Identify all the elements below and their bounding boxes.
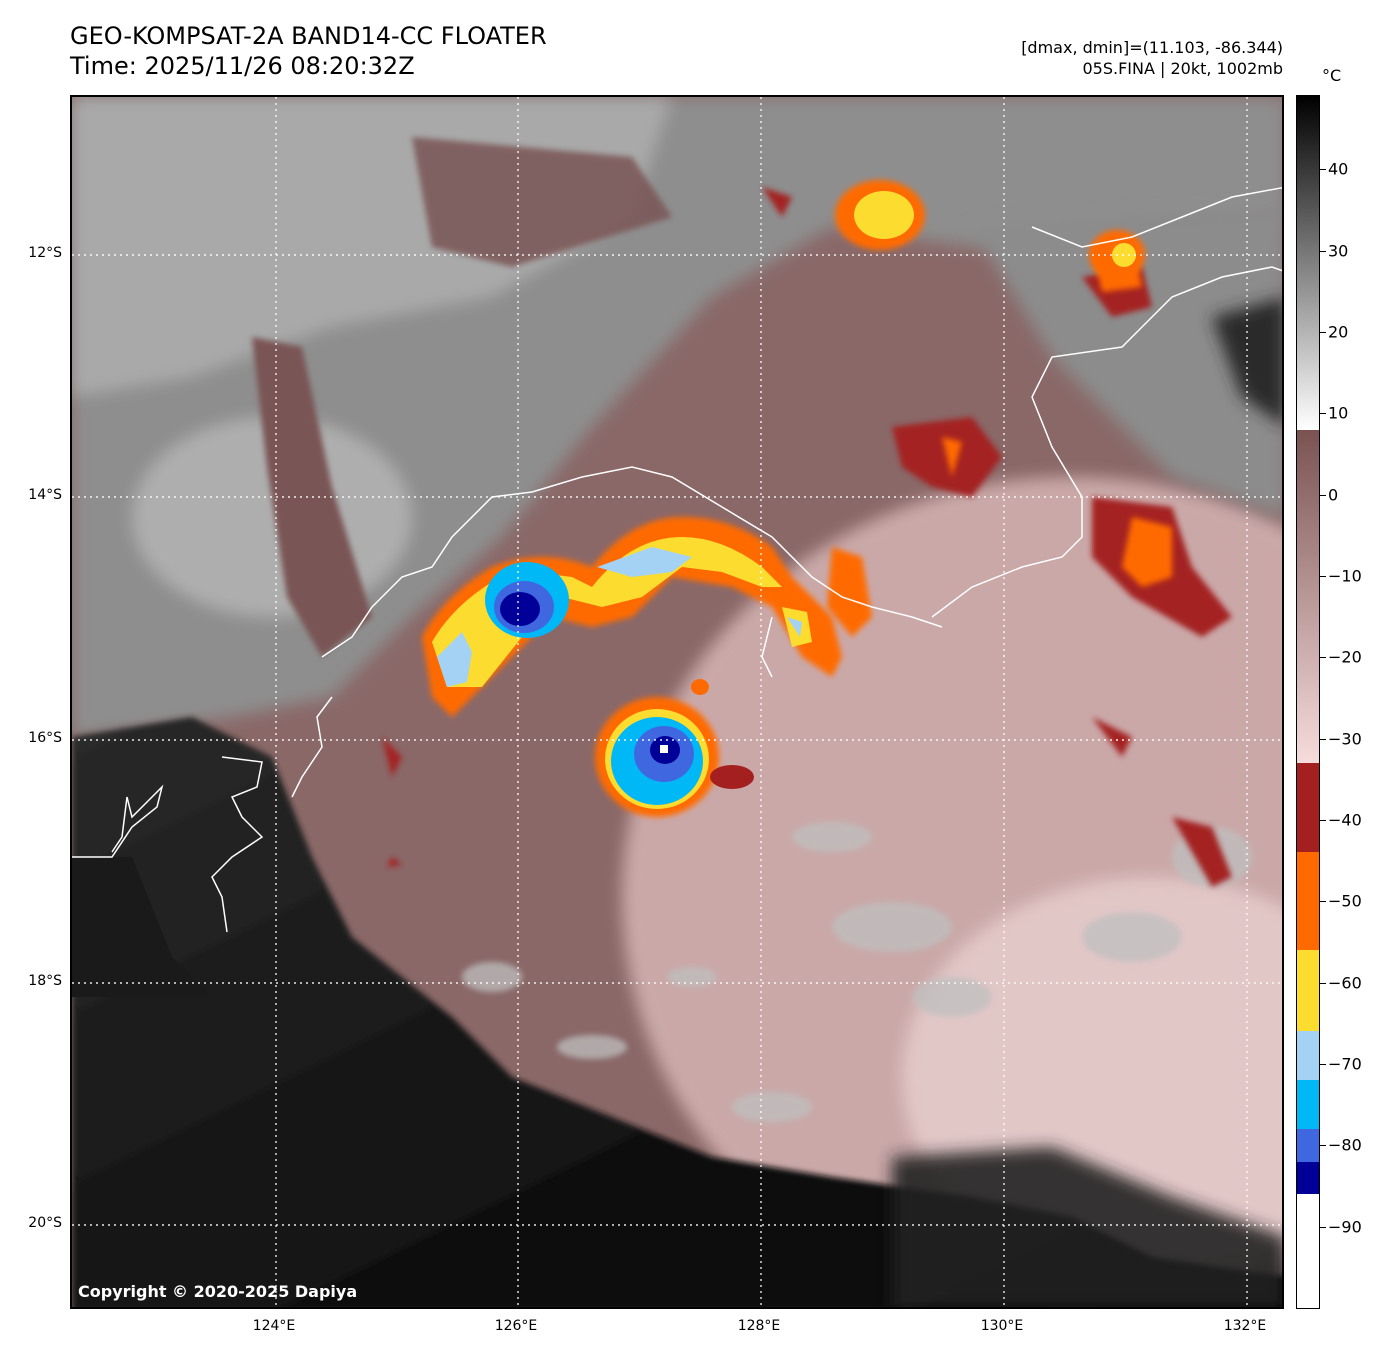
colorbar-tick-label: 40 (1328, 159, 1349, 179)
colorbar-tick (1320, 657, 1326, 659)
colorbar-tick-label: −70 (1328, 1054, 1362, 1074)
lon-label: 128°E (737, 1318, 781, 1334)
lat-label: 12°S (28, 245, 62, 261)
title-line-2: Time: 2025/11/26 08:20:32Z (70, 52, 415, 80)
colorbar-tick-label: −50 (1328, 891, 1362, 911)
colorbar-tick (1320, 413, 1326, 415)
lat-label: 16°S (28, 730, 62, 746)
satellite-imagery (72, 97, 1282, 1307)
colorbar-tick-label: −60 (1328, 973, 1362, 993)
satellite-map: Copyright © 2020-2025 Dapiya (70, 95, 1284, 1309)
colorbar (1296, 95, 1320, 1309)
colorbar-tick-label: −20 (1328, 647, 1362, 667)
lat-label: 14°S (28, 487, 62, 503)
colorbar-tick (1320, 494, 1326, 496)
colorbar-tick (1320, 169, 1326, 171)
colorbar-tick-label: −80 (1328, 1135, 1362, 1155)
colorbar-tick-label: 0 (1328, 485, 1339, 505)
colorbar-tick-label: 20 (1328, 322, 1349, 342)
colorbar-tick-label: −90 (1328, 1217, 1362, 1237)
colorbar-tick-label: −30 (1328, 729, 1362, 749)
lon-label: 124°E (252, 1318, 296, 1334)
colorbar-tick (1320, 1226, 1326, 1228)
lat-label: 18°S (28, 973, 62, 989)
colorbar-tick-label: −40 (1328, 810, 1362, 830)
storm-info-text: 05S.FINA | 20kt, 1002mb (1082, 59, 1283, 78)
lon-label: 132°E (1223, 1318, 1267, 1334)
colorbar-tick (1320, 901, 1326, 903)
title-line-1: GEO-KOMPSAT-2A BAND14-CC FLOATER (70, 22, 547, 50)
colorbar-band (1297, 429, 1319, 763)
colorbar-tick (1320, 982, 1326, 984)
colorbar-tick-label: 30 (1328, 241, 1349, 261)
colorbar-band (1297, 763, 1319, 853)
colorbar-band (1297, 950, 1319, 1032)
colorbar-band (1297, 1080, 1319, 1130)
colorbar-band (1297, 1161, 1319, 1195)
colorbar-band (1297, 852, 1319, 951)
colorbar-tick (1320, 1063, 1326, 1065)
colorbar-tick-label: −10 (1328, 566, 1362, 586)
lat-label: 20°S (28, 1215, 62, 1231)
colorbar-band (1297, 1129, 1319, 1162)
colorbar-tick (1320, 738, 1326, 740)
colorbar-tick (1320, 1145, 1326, 1147)
colorbar-tick (1320, 250, 1326, 252)
colorbar-tick-label: 10 (1328, 403, 1349, 423)
copyright-text: Copyright © 2020-2025 Dapiya (78, 1282, 358, 1301)
colorbar-tick (1320, 331, 1326, 333)
colorbar-unit: °C (1322, 66, 1342, 85)
lon-label: 126°E (494, 1318, 538, 1334)
colorbar-tick (1320, 819, 1326, 821)
colorbar-band (1297, 1194, 1319, 1308)
colorbar-band (1297, 1031, 1319, 1081)
colorbar-tick (1320, 575, 1326, 577)
colorbar-band (1297, 96, 1319, 430)
data-range-text: [dmax, dmin]=(11.103, -86.344) (1021, 38, 1283, 57)
lon-label: 130°E (980, 1318, 1024, 1334)
